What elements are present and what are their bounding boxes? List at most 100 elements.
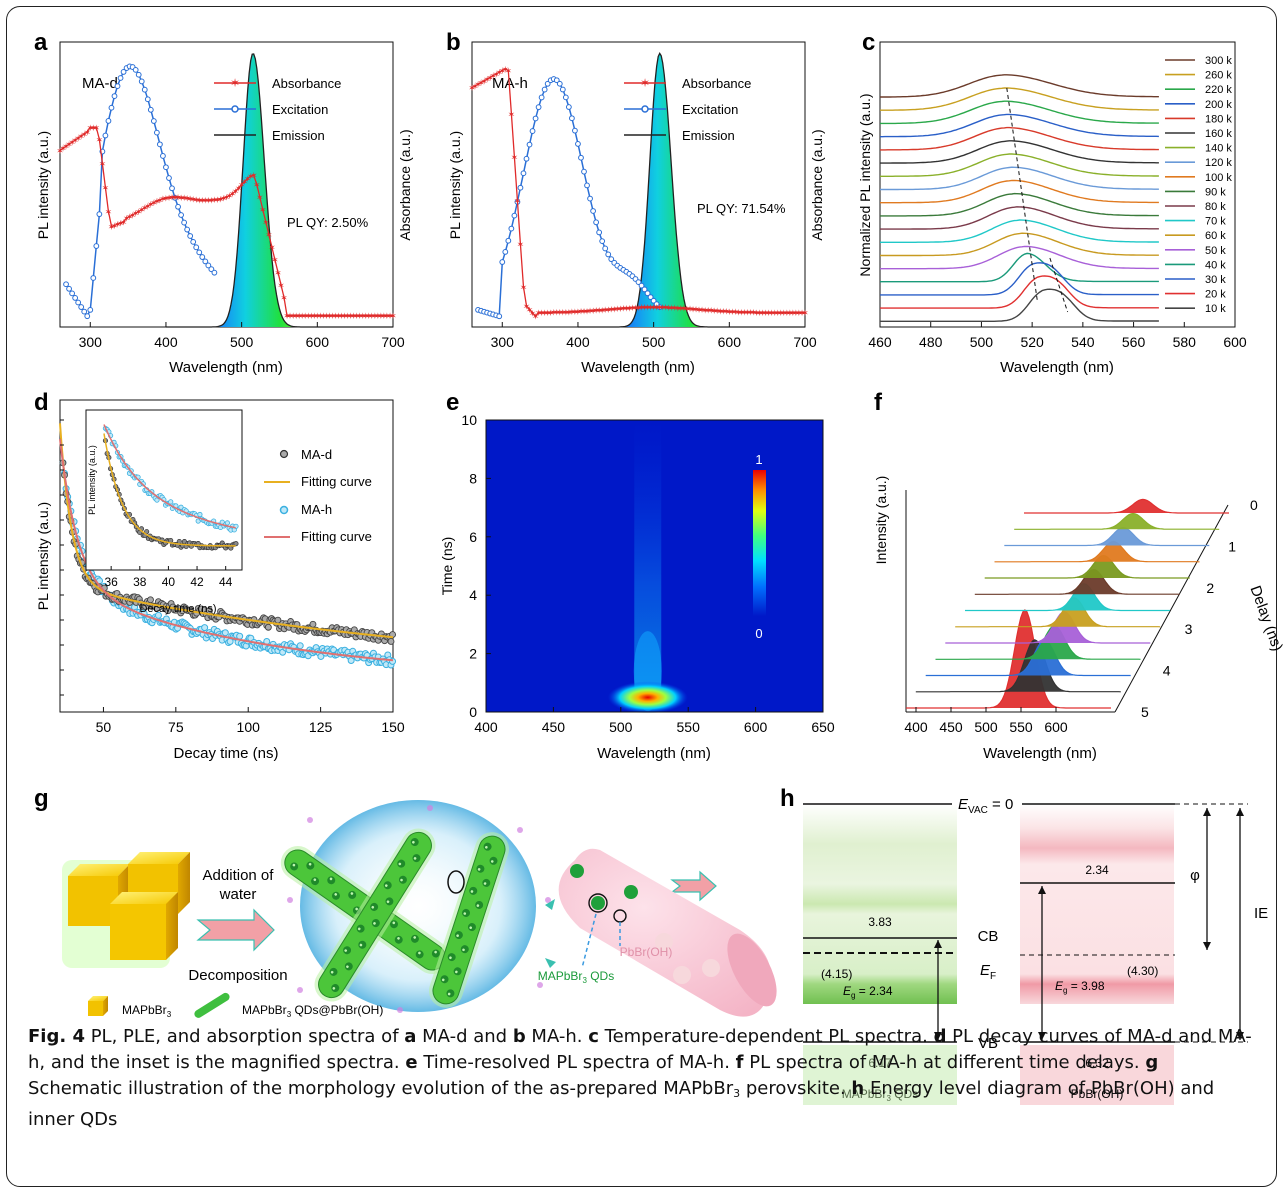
qd-dot: [344, 962, 353, 971]
mah-fit-line: [59, 438, 394, 662]
qd-highlight: [434, 950, 437, 954]
inset-mah-point: [224, 520, 231, 526]
qd-dot: [454, 931, 463, 940]
excitation-point: [590, 208, 596, 214]
pbbroh-capsule-illustration: [558, 848, 777, 1017]
absorbance-point: ✶: [90, 123, 98, 133]
absorbance-line: [471, 68, 805, 318]
absorbance-point: ✶: [653, 303, 661, 313]
absorbance-point: ✶: [56, 146, 64, 156]
absorbance-point: ✶: [96, 135, 104, 145]
x-tick-label: 560: [1122, 334, 1146, 350]
spectrum-fill: [915, 639, 1121, 692]
excitation-point: [78, 304, 85, 310]
absorbance-point: ✶: [686, 304, 694, 314]
absorbance-point: ✶: [295, 311, 303, 321]
panel-c-letter: c: [862, 29, 875, 56]
panel-b-ylabel-right: Absorbance (a.u.): [809, 129, 825, 240]
excitation-point: [199, 254, 206, 260]
panel-f-letter: f: [874, 389, 883, 416]
qd-highlight: [350, 892, 354, 895]
legend-label: 260 k: [1205, 70, 1232, 82]
excitation-point: [584, 182, 590, 189]
absorbance-point: ✶: [183, 194, 191, 204]
y-tick-label: 10: [461, 412, 477, 428]
y-tick-label: 8: [469, 470, 477, 486]
legend-label: 300 k: [1205, 55, 1232, 67]
absorbance-point: ✶: [74, 133, 82, 143]
panel-d-letter: d: [34, 389, 49, 416]
spectrum-line: [925, 639, 1131, 677]
qd-highlight: [332, 987, 336, 990]
absorbance-point: ✶: [314, 311, 322, 321]
qd-highlight: [344, 949, 347, 952]
excitation-point: [111, 93, 118, 99]
nanorod-body: [432, 835, 506, 1005]
qd-dot: [482, 878, 491, 887]
absorbance-point: ✶: [765, 308, 773, 318]
inset-mad-fit: [103, 433, 236, 547]
qd-dot: [489, 856, 498, 865]
series-70k-line: [880, 219, 1159, 243]
absorbance-point: ✶: [159, 194, 167, 204]
panel-d-plot-area: [59, 419, 397, 696]
panel-a-ylabel-right: Absorbance (a.u.): [397, 129, 413, 240]
qd-highlight: [329, 877, 333, 881]
absorbance-point: ✶: [556, 308, 564, 318]
series-20k-line: [880, 275, 1159, 309]
x-tick-label: 500: [970, 334, 994, 350]
absorbance-point: ✶: [611, 304, 619, 314]
mad-point: [147, 596, 154, 604]
absorbance-point: ✶: [716, 306, 724, 316]
x-tick-label: 75: [168, 719, 184, 735]
excitation-point: [556, 80, 563, 87]
qd-highlight: [476, 904, 480, 907]
excitation-point: [553, 77, 560, 84]
legend-label: 220 k: [1205, 84, 1232, 96]
absorbance-point: ✶: [638, 303, 646, 313]
x-tick-label: 600: [744, 719, 768, 735]
absorbance-point: ✶: [371, 311, 379, 321]
qd-dot: [306, 861, 315, 870]
absorbance-point: ✶: [559, 307, 567, 317]
absorbance-point: ✶: [741, 307, 749, 317]
qd-highlight: [386, 900, 390, 904]
qd-dot: [410, 934, 419, 943]
excitation-point: [523, 155, 530, 162]
excitation-point: [641, 286, 648, 293]
qd-dot: [311, 877, 320, 886]
inset-mad-point: [233, 541, 239, 547]
spectrum-line: [1014, 512, 1220, 530]
qd-highlight: [447, 992, 451, 996]
spectrum-line: [994, 540, 1200, 563]
ef-label: EF: [980, 962, 996, 982]
absorbance-point: ✶: [495, 68, 503, 78]
excitation-point: [202, 258, 209, 265]
absorbance-point: ✶: [102, 183, 110, 193]
absorbance-point: ✶: [614, 304, 622, 314]
excitation-point: [559, 86, 566, 93]
z-tick-label: 1: [1228, 538, 1236, 554]
excitation-point: [647, 294, 654, 301]
qd-dot: [385, 897, 394, 906]
excitation-line: [477, 78, 661, 318]
spectrum-fill: [1004, 527, 1210, 546]
absorbance-point: ✶: [280, 293, 288, 303]
excitation-point: [562, 94, 569, 101]
legend-absorbance-marker: ✶: [640, 76, 650, 90]
absorbance-point: ✶: [59, 144, 67, 154]
spectrum-fill: [955, 597, 1161, 627]
absorbance-point: ✶: [771, 308, 779, 318]
spectrum-fill: [945, 611, 1151, 643]
droplet: [307, 817, 313, 823]
absorbance-point: ✶: [738, 307, 746, 317]
absorbance-point: ✶: [786, 308, 794, 318]
legend-absorbance-marker: ✶: [230, 76, 240, 90]
absorbance-point: ✶: [214, 195, 222, 205]
spectrum-fill: [925, 639, 1131, 676]
absorbance-point: ✶: [753, 308, 761, 318]
droplet: [427, 805, 433, 811]
series-90k-line: [880, 192, 1159, 217]
x-tick-label: 400: [904, 719, 928, 735]
emission-line: [166, 53, 393, 328]
